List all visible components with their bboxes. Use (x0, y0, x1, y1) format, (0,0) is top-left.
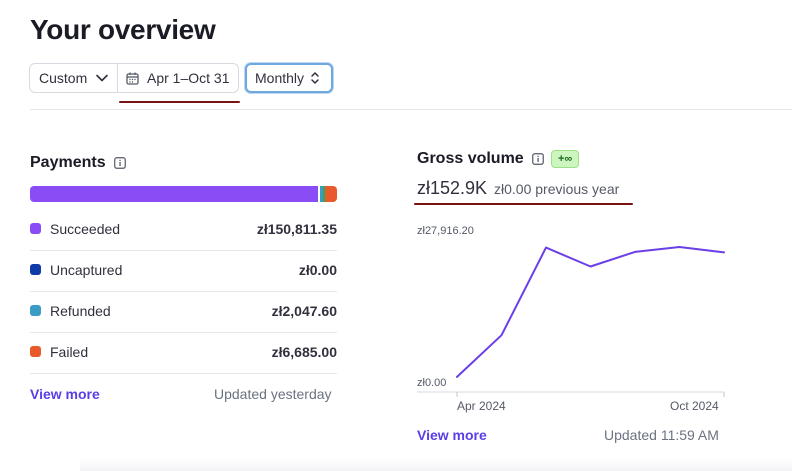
payments-section-title: Payments (30, 154, 126, 172)
series-line (456, 246, 725, 378)
gross-volume-view-more-link[interactable]: View more (417, 427, 487, 443)
payment-row-label: Failed (50, 344, 89, 360)
calendar-icon (126, 72, 139, 85)
y-tick-label-min: zł0.00 (417, 377, 447, 389)
bottom-edge (80, 459, 792, 471)
gross-volume-value: zł152.9K (417, 178, 488, 198)
chevron-down-icon (96, 74, 109, 82)
payment-row-amount: zł150,811.35 (256, 221, 337, 237)
stack-seg-uncaptured (323, 186, 325, 202)
payment-row-label: Refunded (50, 303, 111, 319)
interval-select[interactable]: Monthly (245, 63, 333, 93)
gross-volume-title: Gross volume (417, 150, 524, 167)
payment-row-succeeded[interactable]: Succeeded zł150,811.35 (30, 209, 337, 251)
info-icon[interactable] (531, 153, 544, 165)
stack-seg-separator (318, 186, 320, 202)
payments-title: Payments (30, 154, 106, 171)
payments-view-more-link[interactable]: View more (30, 386, 100, 402)
header-divider (30, 109, 792, 110)
payment-row-amount: zł2,047.60 (271, 303, 337, 319)
gross-volume-section-title: Gross volume (417, 150, 544, 168)
stack-seg-succeeded (30, 186, 318, 202)
legend-swatch (30, 305, 41, 316)
payment-row-failed[interactable]: Failed zł6,685.00 (30, 332, 337, 374)
up-down-chevron-icon (311, 72, 319, 84)
payment-row-uncaptured[interactable]: Uncaptured zł0.00 (30, 250, 337, 292)
y-tick-label-max: zł27,916.20 (417, 225, 474, 237)
payment-row-amount: zł0.00 (298, 262, 337, 278)
date-range-button[interactable]: Apr 1–Oct 31 (117, 63, 239, 93)
growth-badge: +∞ (551, 150, 580, 168)
interval-select-value: Monthly (255, 70, 305, 86)
x-tick-label-end: Oct 2024 (670, 399, 719, 413)
stack-seg-refunded (320, 186, 323, 202)
legend-swatch (30, 346, 41, 357)
stack-seg-failed (325, 186, 337, 202)
annotation-underline (414, 203, 633, 205)
payment-row-label: Uncaptured (50, 262, 123, 278)
payment-row-refunded[interactable]: Refunded zł2,047.60 (30, 291, 337, 333)
annotation-underline (119, 101, 240, 103)
legend-swatch (30, 264, 41, 275)
date-range-value: Apr 1–Oct 31 (147, 70, 230, 86)
page-title: Your overview (30, 14, 216, 45)
x-tick-label-start: Apr 2024 (457, 399, 506, 413)
gross-volume-updated-text: Updated 11:59 AM (604, 427, 719, 443)
range-select[interactable]: Custom (29, 63, 118, 93)
gross-volume-previous: zł0.00 previous year (494, 181, 620, 197)
payments-updated-text: Updated yesterday (214, 386, 332, 402)
payment-row-amount: zł6,685.00 (271, 344, 337, 360)
legend-swatch (30, 223, 41, 234)
range-select-value: Custom (39, 70, 88, 86)
payments-stacked-bar (30, 186, 337, 202)
info-icon[interactable] (113, 157, 126, 169)
payment-row-label: Succeeded (50, 221, 121, 237)
